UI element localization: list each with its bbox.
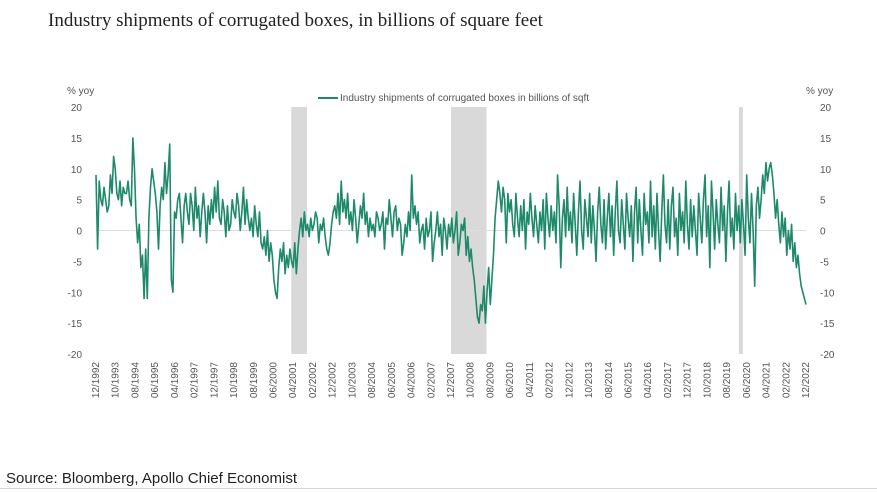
y-tick-label-left: 20 <box>71 103 83 114</box>
y-tick-label-left: -5 <box>73 257 82 268</box>
x-tick-label: 04/2021 <box>762 362 773 399</box>
y-axis-left: 20 15 10 5 0 -5 -10 -15 -20 <box>68 103 83 361</box>
x-tick-label: 10/2003 <box>347 362 358 399</box>
y-tick-label-right: 10 <box>820 165 832 176</box>
y-axis-right: 20 15 10 5 0 -5 -10 -15 -20 <box>820 103 835 361</box>
x-tick-label: 08/1994 <box>130 362 141 399</box>
x-tick-label: 12/1992 <box>91 362 102 399</box>
chart-title: Industry shipments of corrugated boxes, … <box>48 10 543 31</box>
x-tick-label: 12/1997 <box>209 362 220 399</box>
y-tick-label-left: 10 <box>71 165 83 176</box>
x-tick-label: 02/1997 <box>190 362 201 399</box>
x-tick-label: 12/2002 <box>328 362 339 399</box>
x-tick-label: 10/1993 <box>111 362 122 399</box>
y-tick-label-left: -20 <box>68 350 83 361</box>
x-tick-label: 06/2005 <box>387 362 398 399</box>
legend-label: Industry shipments of corrugated boxes i… <box>340 93 589 104</box>
y-tick-label-left: 5 <box>76 196 82 207</box>
y-tick-label-right: 0 <box>820 227 826 238</box>
x-axis: 12/1992 10/1993 08/1994 06/1995 04/1996 02/19… <box>91 362 812 399</box>
x-tick-label: 04/2016 <box>643 362 654 399</box>
x-tick-label: 08/2009 <box>485 362 496 399</box>
x-tick-label: 06/2010 <box>505 362 516 399</box>
x-tick-label: 12/2022 <box>801 362 812 399</box>
y-tick-label-left: -10 <box>68 288 83 299</box>
y-tick-label-right: 15 <box>820 134 832 145</box>
x-tick-label: 08/2019 <box>722 362 733 399</box>
x-tick-label: 02/2002 <box>308 362 319 399</box>
y-tick-label-right: -20 <box>820 350 835 361</box>
x-tick-label: 06/2020 <box>742 362 753 399</box>
series-line <box>95 137 807 324</box>
y-tick-label-left: 0 <box>76 227 82 238</box>
x-tick-label: 02/2017 <box>663 362 674 399</box>
x-tick-label: 12/2007 <box>446 362 457 399</box>
x-tick-label: 06/2015 <box>624 362 635 399</box>
y-tick-label-right: 20 <box>820 103 832 114</box>
x-tick-label: 04/2001 <box>288 362 299 399</box>
x-tick-label: 08/2014 <box>604 362 615 399</box>
y-tick-label-right: -15 <box>820 319 835 330</box>
x-tick-label: 02/2022 <box>781 362 792 399</box>
legend: Industry shipments of corrugated boxes i… <box>318 93 589 104</box>
y-tick-label-left: -15 <box>68 319 83 330</box>
x-tick-label: 12/2012 <box>564 362 575 399</box>
y-tick-label-right: 5 <box>820 196 826 207</box>
y-unit-left: % yoy <box>67 86 94 97</box>
x-tick-label: 02/2012 <box>545 362 556 399</box>
x-tick-label: 04/2011 <box>525 362 536 398</box>
x-tick-label: 02/2007 <box>426 362 437 399</box>
x-tick-label: 12/2017 <box>683 362 694 399</box>
x-tick-label: 08/2004 <box>367 362 378 399</box>
x-tick-label: 10/2018 <box>702 362 713 399</box>
source-note: Source: Bloomberg, Apollo Chief Economis… <box>6 470 297 487</box>
x-tick-label: 10/1998 <box>229 362 240 399</box>
divider <box>0 488 877 489</box>
y-tick-label-right: -5 <box>820 257 829 268</box>
x-tick-label: 10/2008 <box>466 362 477 399</box>
x-tick-label: 04/1996 <box>170 362 181 399</box>
x-tick-label: 06/1995 <box>150 362 161 399</box>
x-tick-label: 08/1999 <box>249 362 260 399</box>
x-tick-label: 06/2000 <box>269 362 280 399</box>
y-tick-label-left: 15 <box>71 134 83 145</box>
y-tick-label-right: -10 <box>820 288 835 299</box>
y-unit-right: % yoy <box>806 86 833 97</box>
x-tick-label: 10/2013 <box>584 362 595 399</box>
x-tick-label: 04/2006 <box>407 362 418 399</box>
